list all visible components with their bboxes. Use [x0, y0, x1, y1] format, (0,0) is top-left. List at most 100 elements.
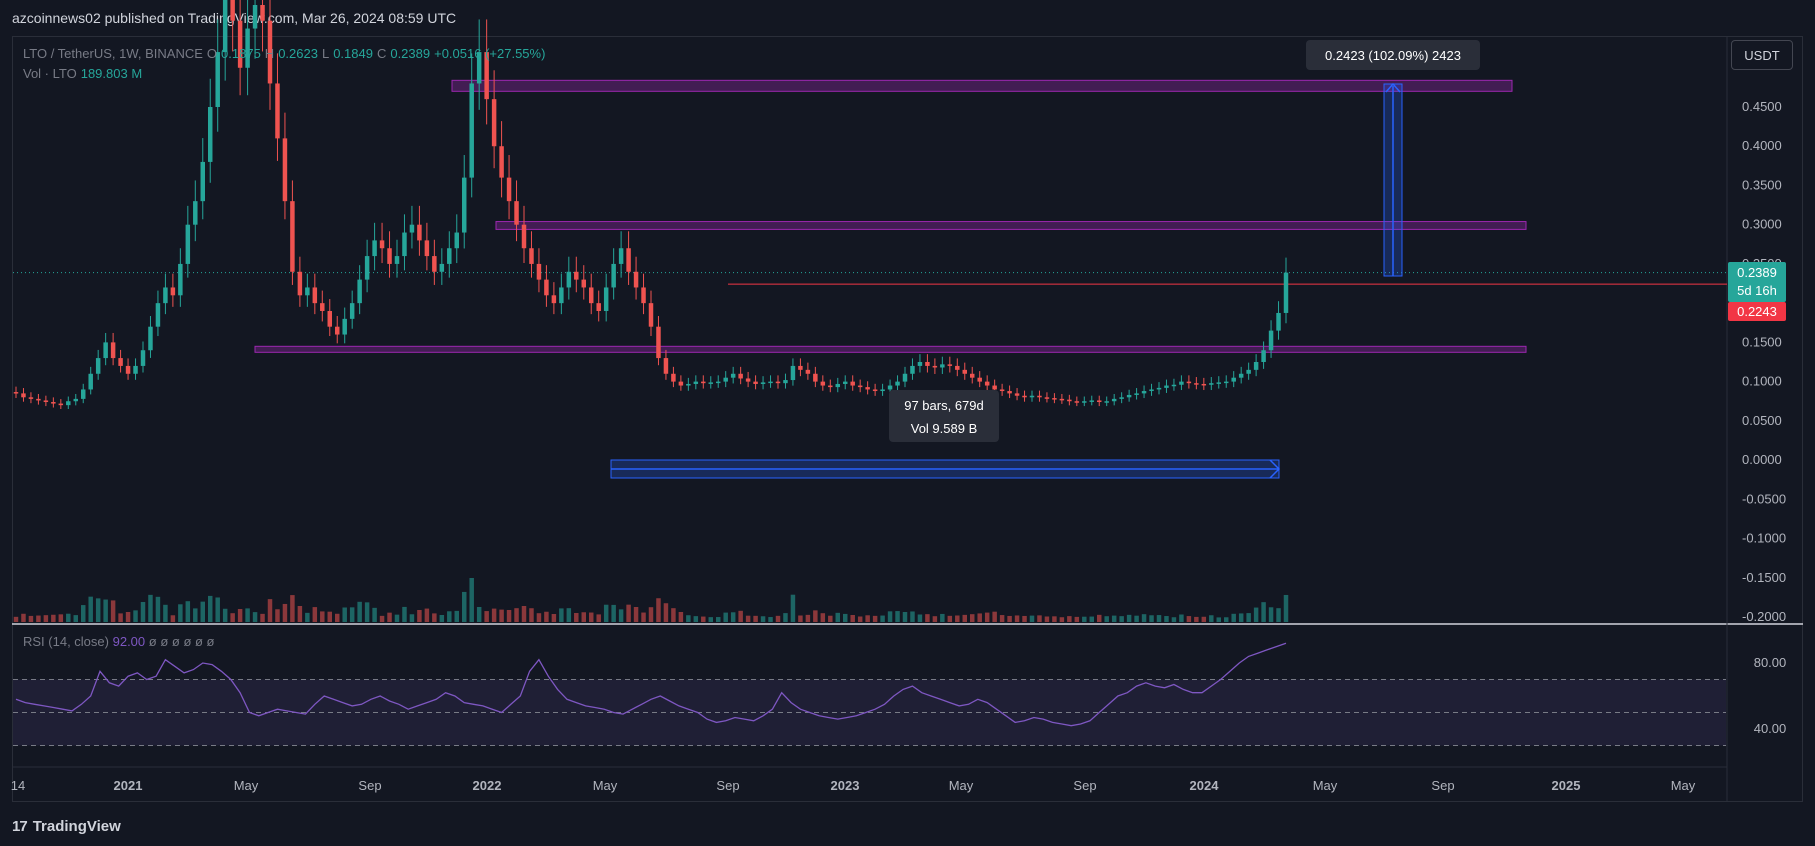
volume-bar: [738, 610, 743, 622]
volume-bar: [252, 612, 258, 622]
candle-body: [1126, 394, 1132, 398]
candle-body: [745, 378, 751, 382]
candle-body: [760, 382, 766, 384]
volume-bar: [581, 612, 587, 622]
price-tick-label: -0.1500: [1742, 570, 1786, 585]
symbol-line[interactable]: LTO / TetherUS, 1W, BINANCE: [23, 46, 203, 61]
time-tick-label: Sep: [1073, 778, 1096, 793]
volume-bar: [1067, 616, 1072, 622]
volume-bar: [1119, 616, 1124, 622]
volume-bar: [476, 607, 482, 622]
volume-bar: [1134, 615, 1139, 622]
candle-body: [51, 402, 56, 404]
candle-body: [925, 362, 930, 366]
volume-bar: [910, 611, 915, 622]
candle-body: [1014, 393, 1020, 396]
volume-bar: [432, 613, 437, 622]
candle-body: [955, 365, 960, 370]
volume-bar: [95, 598, 101, 622]
volume-bar: [207, 595, 213, 622]
candle-body: [977, 377, 982, 382]
volume-bar: [372, 607, 377, 622]
volume-bar: [417, 610, 422, 622]
price-tick-label: 0.4000: [1742, 138, 1782, 153]
volume-bar: [469, 578, 474, 622]
candle-body: [222, 0, 228, 53]
countdown-text: 5d 16h: [1737, 283, 1777, 298]
volume-bar: [185, 601, 191, 622]
candle-body: [514, 201, 519, 225]
currency-button[interactable]: USDT: [1731, 40, 1793, 70]
price-zone-resistance-top: [451, 79, 1513, 92]
volume-bar: [686, 615, 691, 622]
volume-bar: [1276, 608, 1281, 622]
volume-bar: [484, 611, 489, 622]
candle-body: [940, 364, 945, 368]
volume-bar: [402, 606, 407, 622]
candle-body: [805, 369, 811, 374]
candle-body: [58, 403, 64, 406]
volume-bar: [656, 598, 661, 622]
candle-body: [521, 224, 527, 249]
volume-bar: [193, 608, 198, 622]
volume-bar: [1231, 613, 1236, 622]
close-label: C: [376, 46, 387, 61]
chart-frame[interactable]: [12, 36, 1803, 802]
volume-bar: [282, 603, 288, 622]
rsi-tick-label: 80.00: [1754, 655, 1787, 670]
low-label: L: [321, 46, 330, 61]
candle-body: [178, 263, 183, 296]
volume-bar: [394, 614, 400, 622]
volume-bar: [51, 614, 56, 622]
candle-body: [588, 287, 594, 304]
volume-bar: [118, 613, 123, 622]
volume-bar: [693, 616, 699, 622]
candle-body: [454, 232, 460, 249]
price-tick-label: -0.0500: [1742, 491, 1786, 506]
candle-body: [1253, 362, 1259, 370]
candle-body: [103, 342, 108, 359]
candle-body: [1216, 382, 1222, 384]
candle-body: [394, 256, 400, 264]
footer-brand[interactable]: 17 TradingView: [12, 814, 121, 838]
candle-body: [245, 28, 250, 68]
candle-body: [656, 326, 661, 359]
candle-body: [753, 381, 758, 384]
candle-body: [364, 256, 370, 280]
volume-bar: [1126, 614, 1132, 622]
time-tick-label: May: [949, 778, 974, 793]
price-tick-label: 0.0000: [1742, 452, 1782, 467]
volume-bar: [678, 612, 684, 622]
volume-bar: [1059, 617, 1065, 622]
candle-body: [1171, 384, 1177, 387]
volume-bar: [133, 610, 138, 622]
candle-body: [305, 287, 310, 296]
candle-body: [678, 381, 684, 386]
volume-bar: [140, 602, 146, 622]
candle-body: [237, 20, 243, 68]
volume-bar: [1156, 615, 1162, 622]
candle-body: [880, 389, 885, 392]
candle-body: [118, 358, 123, 366]
volume-bar: [454, 610, 460, 622]
candle-body: [835, 383, 841, 388]
volume-bar: [215, 597, 220, 622]
volume-bar: [536, 613, 542, 622]
candle-body: [387, 248, 392, 264]
candle-body: [125, 365, 131, 374]
volume-bar: [1253, 607, 1259, 622]
volume-bar: [671, 608, 676, 622]
volume-bar: [790, 594, 796, 622]
candle-body: [969, 373, 975, 378]
candle-body: [895, 381, 900, 386]
candle-body: [1104, 401, 1109, 403]
time-tick-label: 2022: [473, 778, 502, 793]
rsi-placeholders: ø ø ø ø ø ø: [148, 634, 215, 649]
candle-body: [842, 381, 848, 384]
volume-bar: [409, 614, 415, 622]
volume-bar: [334, 613, 340, 622]
volume-bar: [514, 608, 519, 622]
candle-body: [574, 271, 579, 280]
candle-body: [910, 365, 915, 374]
